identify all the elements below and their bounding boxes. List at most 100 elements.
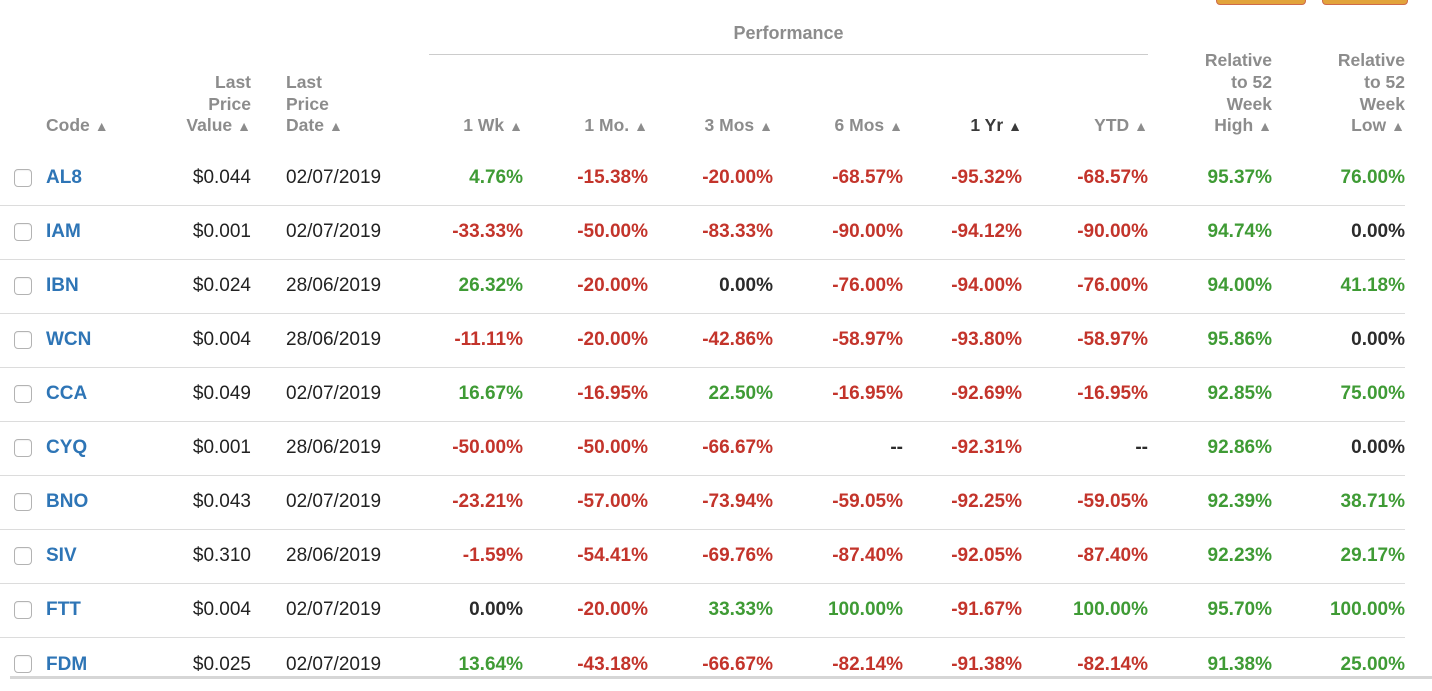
perf-ytd-cell: -16.95% (1022, 366, 1148, 422)
perf-6mos-cell: -82.14% (773, 636, 903, 691)
perf-1yr-cell: -94.12% (903, 204, 1022, 260)
last-price-date-cell: 02/07/2019 (286, 167, 382, 188)
last-price-date-cell: 28/06/2019 (251, 528, 381, 584)
row-checkbox-cell (0, 312, 46, 368)
last-price-value-cell: $0.043 (136, 474, 251, 530)
perf-1wk-cell: -23.21% (381, 474, 523, 530)
table-row: CCA $0.049 02/07/2019 16.67% -16.95% 22.… (0, 366, 1405, 422)
code-link[interactable]: WCN (46, 329, 92, 351)
row-checkbox-cell (0, 474, 46, 530)
code-link[interactable]: CCA (46, 383, 88, 405)
table-row: WCN $0.004 28/06/2019 -11.11% -20.00% -4… (0, 312, 1405, 368)
perf-1wk-cell: -33.33% (381, 204, 523, 260)
sort-ascending-icon: ▲ (1258, 118, 1272, 135)
row-checkbox[interactable] (14, 601, 32, 620)
row-checkbox[interactable] (14, 493, 32, 512)
column-header-1mo[interactable]: 1 Mo. ▲ (523, 77, 648, 151)
cutoff-action-button-1[interactable] (1216, 0, 1306, 5)
code-link[interactable]: BNO (46, 491, 89, 513)
row-checkbox[interactable] (14, 385, 32, 404)
code-cell: CCA (46, 366, 136, 422)
code-link[interactable]: FTT (46, 599, 81, 621)
perf-ytd-cell: -87.40% (1022, 528, 1148, 584)
sort-ascending-icon: ▲ (889, 118, 903, 135)
last-price-date-cell: 28/06/2019 (251, 420, 381, 476)
column-header-1wk[interactable]: 1 Wk ▲ (381, 77, 523, 151)
column-header-last-price-date[interactable]: Last Price Date ▲ (251, 0, 381, 151)
perf-1mo-header-label: 1 Mo. (584, 115, 630, 136)
column-header-relative-52wk-low[interactable]: Relative to 52 Week Low ▲ (1272, 0, 1405, 151)
perf-3mos-cell: 33.33% (648, 582, 773, 638)
perf-1mo-cell: -20.00% (523, 258, 648, 314)
row-checkbox[interactable] (14, 331, 32, 350)
perf-6mos-header-label: 6 Mos (834, 115, 885, 136)
perf-ytd-cell: -82.14% (1022, 636, 1148, 691)
last-price-date-cell: 02/07/2019 (251, 204, 381, 260)
rel-52wk-high-cell: 92.86% (1148, 420, 1272, 476)
row-checkbox-cell (0, 636, 46, 691)
code-link[interactable]: FDM (46, 653, 88, 675)
rel-52wk-low-cell: 0.00% (1272, 204, 1405, 260)
perf-1wk-cell: 16.67% (381, 366, 523, 422)
row-checkbox[interactable] (14, 277, 32, 296)
last-price-value-cell: $0.001 (136, 204, 251, 260)
perf-3mos-cell: 22.50% (648, 366, 773, 422)
table-row: IBN $0.024 28/06/2019 26.32% -20.00% 0.0… (0, 258, 1405, 314)
row-checkbox[interactable] (14, 655, 32, 674)
column-header-ytd[interactable]: YTD ▲ (1022, 77, 1148, 151)
rel-52wk-low-cell: 75.00% (1272, 366, 1405, 422)
rel-52wk-low-header-label: Relative to 52 Week Low (1337, 49, 1405, 136)
table-row: FDM $0.025 02/07/2019 13.64% -43.18% -66… (0, 636, 1405, 691)
last-price-value-cell: $0.001 (136, 420, 251, 476)
performance-group-label: Performance (429, 22, 1148, 56)
perf-1yr-cell: -92.25% (903, 474, 1022, 530)
row-checkbox[interactable] (14, 547, 32, 566)
perf-6mos-cell: -87.40% (773, 528, 903, 584)
column-header-6mos[interactable]: 6 Mos ▲ (773, 77, 903, 151)
sort-ascending-icon: ▲ (759, 118, 773, 135)
perf-ytd-cell: -68.57% (1077, 167, 1148, 188)
perf-ytd-cell: -58.97% (1022, 312, 1148, 368)
column-header-3mos[interactable]: 3 Mos ▲ (648, 77, 773, 151)
perf-1wk-cell: -1.59% (381, 528, 523, 584)
last-price-value-cell: $0.310 (136, 528, 251, 584)
last-price-date-cell: 02/07/2019 (251, 636, 381, 691)
code-link[interactable]: CYQ (46, 437, 88, 459)
row-checkbox[interactable] (14, 168, 32, 187)
rel-52wk-high-cell: 92.39% (1148, 474, 1272, 530)
row-checkbox[interactable] (14, 223, 32, 242)
row-checkbox-cell (0, 258, 46, 314)
perf-ytd-header-label: YTD (1094, 115, 1130, 136)
perf-3mos-cell: 0.00% (648, 258, 773, 314)
column-header-1yr-active-sort[interactable]: 1 Yr ▲ (903, 77, 1022, 151)
rel-52wk-high-cell: 91.38% (1148, 636, 1272, 691)
table-row: FTT $0.004 02/07/2019 0.00% -20.00% 33.3… (0, 582, 1405, 638)
cutoff-action-button-2[interactable] (1322, 0, 1408, 5)
perf-ytd-cell: -59.05% (1022, 474, 1148, 530)
code-link[interactable]: IAM (46, 221, 81, 243)
table-row: AL8 $0.044 02/07/2019 4.76% -15.38% -20.… (0, 151, 1405, 205)
last-price-value-cell: $0.004 (136, 582, 251, 638)
column-header-last-price-value[interactable]: Last Price Value ▲ (136, 0, 251, 151)
perf-1mo-cell: -43.18% (523, 636, 648, 691)
code-link[interactable]: SIV (46, 545, 77, 567)
code-link[interactable]: IBN (46, 275, 79, 297)
column-header-relative-52wk-high[interactable]: Relative to 52 Week High ▲ (1148, 0, 1272, 151)
row-checkbox[interactable] (14, 439, 32, 458)
perf-1mo-cell: -57.00% (523, 474, 648, 530)
column-header-code[interactable]: Code ▲ (46, 0, 136, 151)
perf-1yr-cell: -92.05% (903, 528, 1022, 584)
last-price-date-cell: 02/07/2019 (251, 474, 381, 530)
perf-3mos-cell: -42.86% (648, 312, 773, 368)
last-price-value-cell: $0.024 (136, 258, 251, 314)
perf-1wk-header-label: 1 Wk (463, 115, 505, 136)
sort-ascending-icon: ▲ (1008, 118, 1022, 135)
row-checkbox-cell (0, 582, 46, 638)
rel-52wk-low-cell: 41.18% (1272, 258, 1405, 314)
perf-1yr-cell: -91.38% (903, 636, 1022, 691)
code-link[interactable]: AL8 (46, 167, 82, 188)
perf-1yr-cell: -91.67% (903, 582, 1022, 638)
rel-52wk-high-cell: 92.23% (1148, 528, 1272, 584)
last-price-date-cell: 28/06/2019 (251, 312, 381, 368)
